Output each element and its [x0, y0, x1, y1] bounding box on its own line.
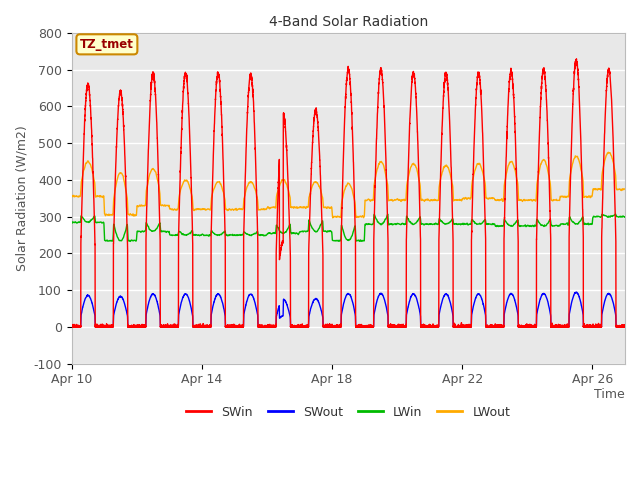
Text: TZ_tmet: TZ_tmet [80, 38, 134, 51]
Title: 4-Band Solar Radiation: 4-Band Solar Radiation [269, 15, 428, 29]
Y-axis label: Solar Radiation (W/m2): Solar Radiation (W/m2) [15, 125, 28, 271]
Legend: SWin, SWout, LWin, LWout: SWin, SWout, LWin, LWout [182, 401, 515, 424]
X-axis label: Time: Time [595, 388, 625, 401]
